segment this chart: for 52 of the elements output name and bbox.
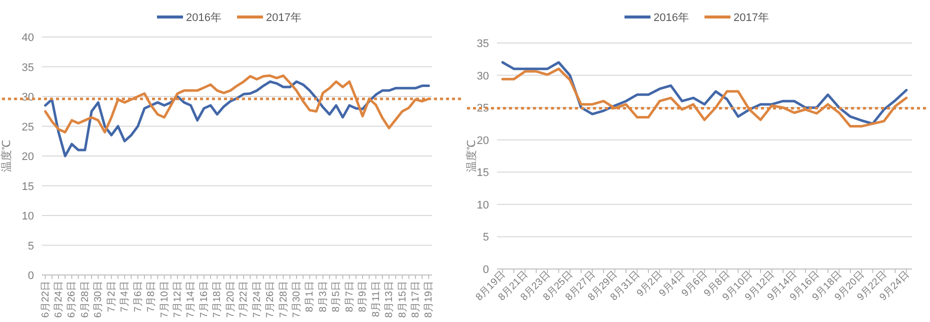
x-tick-label: 7月18日 [212, 281, 224, 318]
x-tick-label: 7月4日 [120, 281, 131, 312]
x-tick-label: 8月11日 [370, 281, 382, 317]
y-tick-label: 0 [482, 264, 489, 276]
x-tick-label: 8月17日 [410, 281, 422, 318]
x-tick-label: 6月30日 [93, 281, 104, 318]
y-tick-label: 0 [28, 270, 34, 282]
x-tick-label: 8月1日 [304, 281, 316, 312]
y-tick-label: 10 [476, 199, 489, 212]
line-series [44, 80, 430, 158]
x-tick-label: 7月30日 [291, 281, 302, 318]
legend-label: 2016年 [186, 12, 222, 24]
x-tick-label: 7月2日 [106, 281, 118, 312]
x-tick-label: 7月16日 [198, 281, 210, 318]
x-tick-label: 7月22日 [238, 281, 250, 318]
x-tick-label: 8月15日 [397, 281, 408, 318]
y-tick-label: 35 [476, 38, 489, 50]
x-tick-label: 7月6日 [132, 281, 144, 312]
y-tick-label: 15 [476, 167, 489, 180]
x-tick-label: 6月28日 [80, 281, 91, 318]
y-tick-label: 30 [476, 70, 489, 82]
y-tick-label: 20 [476, 134, 489, 147]
x-tick-label: 6月26日 [66, 281, 78, 318]
y-tick-label: 20 [22, 151, 34, 163]
x-tick-label: 6月22日 [40, 281, 52, 318]
y-tick-label: 25 [22, 121, 34, 134]
legend-label: 2017年 [266, 12, 302, 24]
y-tick-label: 5 [482, 232, 489, 244]
x-tick-label: 8月19日 [424, 281, 435, 318]
y-tick-label: 10 [22, 210, 34, 222]
y-tick-label: 5 [28, 240, 34, 252]
x-tick-label: 8月13日 [384, 281, 396, 318]
legend-label: 2016年 [654, 12, 689, 24]
x-tick-label: 7月28日 [278, 281, 290, 318]
x-tick-label: 7月14日 [186, 281, 197, 318]
y-tick-label: 40 [22, 32, 34, 44]
legend-label: 2017年 [734, 12, 769, 24]
x-tick-label: 7月8日 [146, 281, 158, 312]
x-tick-label: 8月7日 [344, 281, 356, 312]
x-tick-label: 7月20日 [225, 281, 236, 318]
y-tick-label: 35 [22, 62, 34, 74]
x-tick-label: 7月10日 [159, 281, 170, 318]
x-tick-label: 7月24日 [252, 281, 263, 318]
x-tick-label: 8月3日 [318, 281, 329, 312]
x-tick-label: 7月26日 [265, 281, 276, 318]
x-tick-label: 7月12日 [172, 281, 184, 318]
y-tick-label: 15 [22, 180, 34, 193]
x-tick-label: 6月24日 [54, 281, 65, 318]
y-axis-title: 温度℃ [465, 140, 478, 172]
x-tick-label: 8月9日 [358, 281, 369, 312]
y-axis-title: 温度℃ [0, 140, 13, 172]
x-tick-label: 8月5日 [331, 281, 342, 312]
